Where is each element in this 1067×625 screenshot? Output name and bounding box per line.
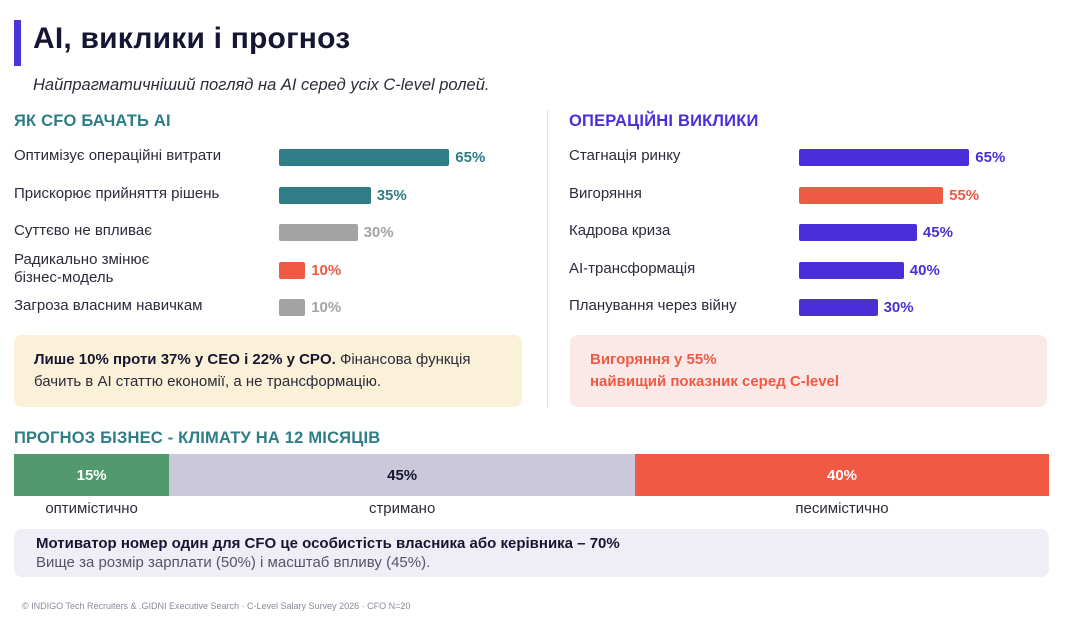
cfo-ai-value-label: 10%	[311, 299, 342, 316]
section-divider	[547, 110, 548, 408]
challenge-row: Стагнація ринку 65%	[569, 147, 1049, 169]
forecast-stacked-bar: 15% 45% 40%	[14, 454, 1049, 496]
cfo-ai-label: Суттєво не впливає	[14, 222, 152, 239]
challenge-value-label: 55%	[949, 186, 980, 204]
challenge-bar	[799, 224, 917, 241]
cfo-ai-bar	[279, 224, 358, 241]
challenge-bar	[799, 149, 970, 166]
forecast-heading: ПРОГНОЗ БІЗНЕС - КЛІМАТУ НА 12 МІСЯЦІВ	[14, 429, 381, 447]
cfo-ai-value-label: 10%	[311, 261, 342, 279]
forecast-segment: 45%	[169, 454, 635, 496]
challenge-label: Кадрова криза	[569, 222, 671, 239]
challenge-value-label: 65%	[975, 149, 1006, 166]
challenge-value-label: 45%	[922, 224, 953, 241]
challenge-label: Вигоряння	[569, 184, 642, 202]
motivator-callout-text: Вище за розмір зарплати (50%) і масштаб …	[36, 554, 431, 571]
challenge-label: Стагнація ринку	[569, 147, 681, 164]
cfo-ai-value-label: 35%	[376, 186, 407, 204]
cfo-ai-bar	[279, 149, 450, 166]
cfo-ai-label: Загроза власним навичкам	[14, 297, 203, 314]
cfo-ai-bar	[279, 261, 306, 279]
cfo-ai-value-label: 65%	[455, 149, 486, 166]
forecast-segment: 40%	[635, 454, 1049, 496]
title-accent-bar	[14, 20, 21, 66]
motivator-callout: Мотиватор номер один для CFO це особисті…	[14, 529, 1049, 577]
challenge-label: AI-трансформація	[569, 259, 696, 277]
challenge-row: Вигоряння 55%	[569, 185, 1049, 207]
forecast-segment: 15%	[14, 454, 170, 496]
cfo-ai-row: Загроза власним навичкам 10%	[14, 297, 534, 319]
challenge-label: Планування через війну	[569, 297, 737, 314]
challenge-bar	[799, 186, 944, 204]
challenge-bar	[799, 261, 904, 279]
challenge-value-label: 30%	[883, 299, 914, 316]
footer-credit: © INDIGO Tech Recruiters & .GIDNI Execut…	[22, 601, 411, 611]
cfo-ai-note-text: Фінансова функція бачить в AI статтю еко…	[34, 351, 471, 390]
cfo-ai-label: Радикально змінює бізнес-модель	[14, 250, 150, 286]
challenge-row: Планування через війну 30%	[569, 297, 1049, 319]
burnout-note: Вигоряння у 55% найвищий показник серед …	[570, 335, 1047, 407]
cfo-ai-row: Радикально змінює бізнес-модель 10%	[14, 251, 534, 286]
challenge-bar	[799, 299, 878, 316]
cfo-ai-note: Лише 10% проти 37% у CEO і 22% у CPO. Фі…	[14, 335, 522, 407]
challenge-row: AI-трансформація 40%	[569, 260, 1049, 282]
forecast-segment-label: песимістично	[795, 500, 889, 517]
challenge-value-label: 40%	[909, 261, 940, 279]
burnout-note-line2: найвищий показник серед C-level	[590, 373, 840, 390]
cfo-ai-bar	[279, 186, 371, 204]
forecast-segment-label: стримано	[368, 500, 436, 517]
cfo-ai-row: Прискорює прийняття рішень 35%	[14, 185, 534, 207]
cfo-ai-heading: ЯК CFO БАЧАТЬ AI	[14, 112, 171, 130]
page-title: AI, виклики і прогноз	[33, 22, 351, 55]
cfo-ai-row: Оптимізує операційні витрати 65%	[14, 147, 534, 169]
challenge-row: Кадрова криза 45%	[569, 222, 1049, 244]
cfo-ai-note-bold: Лише 10% проти 37% у CEO і 22% у CPO.	[34, 351, 336, 368]
cfo-ai-row: Суттєво не впливає 30%	[14, 222, 534, 244]
cfo-ai-value-label: 30%	[363, 224, 394, 241]
motivator-callout-title: Мотиватор номер один для CFO це особисті…	[36, 535, 620, 552]
operational-challenges-heading: ОПЕРАЦІЙНІ ВИКЛИКИ	[569, 112, 759, 130]
forecast-segment-label: оптимістично	[45, 500, 138, 517]
page-subtitle: Найпрагматичніший погляд на AI серед усі…	[33, 76, 490, 94]
cfo-ai-label: Оптимізує операційні витрати	[14, 147, 222, 164]
cfo-ai-bar	[279, 299, 306, 316]
burnout-note-line1: Вигоряння у 55%	[590, 351, 717, 368]
cfo-ai-label: Прискорює прийняття рішень	[14, 184, 220, 202]
